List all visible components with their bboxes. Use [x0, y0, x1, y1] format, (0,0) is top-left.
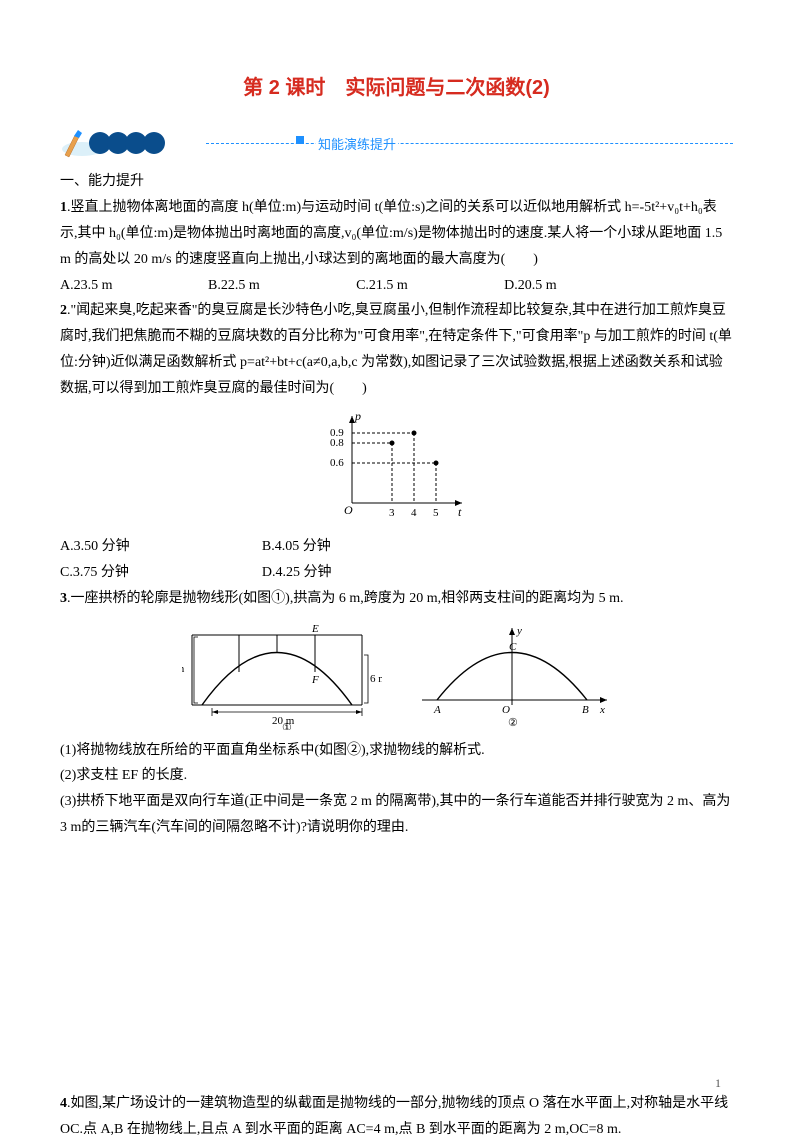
svg-text:0.6: 0.6	[330, 457, 344, 469]
q1-opt-a: A.23.5 m	[60, 273, 208, 299]
q3-sub3: (3)拱桥下地平面是双向行车道(正中间是一条宽 2 m 的隔离带),其中的一条行…	[60, 789, 733, 841]
svg-text:O: O	[344, 503, 353, 517]
q2-text: ."闻起来臭,吃起来香"的臭豆腐是长沙特色小吃,臭豆腐虽小,但制作流程却比较复杂…	[60, 303, 732, 396]
q3-sub1: (1)将抛物线放在所给的平面直角坐标系中(如图②),求抛物线的解析式.	[60, 738, 733, 764]
q3-fig1-labels: 10 m 6 m 20 m ①	[192, 620, 382, 730]
svg-text:0.8: 0.8	[330, 437, 344, 449]
q2-opt-c: C.3.75 分钟	[60, 560, 262, 586]
q3-figures: E F 10 m C A O B x y ②	[60, 620, 733, 730]
q2-num: 2	[60, 303, 67, 318]
q2-options-row2: C.3.75 分钟 D.4.25 分钟	[60, 560, 733, 586]
svg-text:A: A	[433, 704, 441, 716]
svg-text:4: 4	[411, 507, 417, 518]
q1-opt-c: C.21.5 m	[356, 273, 504, 299]
q1-opt-d: D.20.5 m	[504, 273, 652, 299]
svg-text:O: O	[502, 704, 510, 716]
q2-opt-a: A.3.50 分钟	[60, 534, 262, 560]
svg-text:3: 3	[389, 507, 395, 518]
svg-text:6 m: 6 m	[370, 673, 382, 685]
svg-text:y: y	[516, 625, 522, 637]
q2-chart: 0.9 0.8 0.6 3 4 5 O p t	[60, 408, 733, 528]
svg-text:5: 5	[433, 507, 439, 518]
q1-opt-b: B.22.5 m	[208, 273, 356, 299]
q3-fig2: C A O B x y ②	[412, 620, 612, 730]
q4-text: .如图,某广场设计的一建筑物造型的纵截面是抛物线的一部分,抛物线的顶点 O 落在…	[60, 1096, 728, 1137]
q4-num: 4	[60, 1096, 67, 1111]
page-title: 第 2 课时 实际问题与二次函数(2)	[60, 70, 733, 107]
spacer	[60, 841, 733, 1091]
banner: 知能演练提升	[60, 125, 733, 161]
question-4: 4.如图,某广场设计的一建筑物造型的纵截面是抛物线的一部分,抛物线的顶点 O 落…	[60, 1091, 733, 1143]
q1-text: .竖直上抛物体离地面的高度 h(单位:m)与运动时间 t(单位:s)之间的关系可…	[60, 200, 722, 267]
svg-text:x: x	[599, 704, 605, 716]
q2-opt-d: D.4.25 分钟	[262, 560, 464, 586]
svg-text:p: p	[354, 409, 361, 423]
q1-options: A.23.5 m B.22.5 m C.21.5 m D.20.5 m	[60, 273, 733, 299]
q2-options-row1: A.3.50 分钟 B.4.05 分钟	[60, 534, 733, 560]
svg-text:B: B	[582, 704, 589, 716]
svg-text:②: ②	[508, 717, 518, 729]
banner-label: 知能演练提升	[316, 133, 398, 157]
page-number: 1	[715, 1072, 721, 1094]
question-1: 1.竖直上抛物体离地面的高度 h(单位:m)与运动时间 t(单位:s)之间的关系…	[60, 195, 733, 273]
q3-num: 3	[60, 591, 67, 606]
q3-sub2: (2)求支柱 EF 的长度.	[60, 763, 733, 789]
banner-line: 知能演练提升	[206, 143, 733, 144]
banner-square	[296, 136, 304, 144]
question-2: 2."闻起来臭,吃起来香"的臭豆腐是长沙特色小吃,臭豆腐虽小,但制作流程却比较复…	[60, 298, 733, 402]
q2-opt-b: B.4.05 分钟	[262, 534, 464, 560]
svg-text:①: ①	[282, 722, 292, 730]
q3-text: .一座拱桥的轮廓是抛物线形(如图①),拱高为 6 m,跨度为 20 m,相邻两支…	[67, 591, 624, 606]
brush-icon	[60, 125, 210, 161]
section-heading: 一、能力提升	[60, 169, 733, 195]
svg-text:10 m: 10 m	[182, 663, 185, 675]
question-3: 3.一座拱桥的轮廓是抛物线形(如图①),拱高为 6 m,跨度为 20 m,相邻两…	[60, 586, 733, 612]
svg-text:t: t	[458, 505, 462, 518]
q1-num: 1	[60, 200, 67, 215]
svg-text:C: C	[509, 641, 517, 653]
